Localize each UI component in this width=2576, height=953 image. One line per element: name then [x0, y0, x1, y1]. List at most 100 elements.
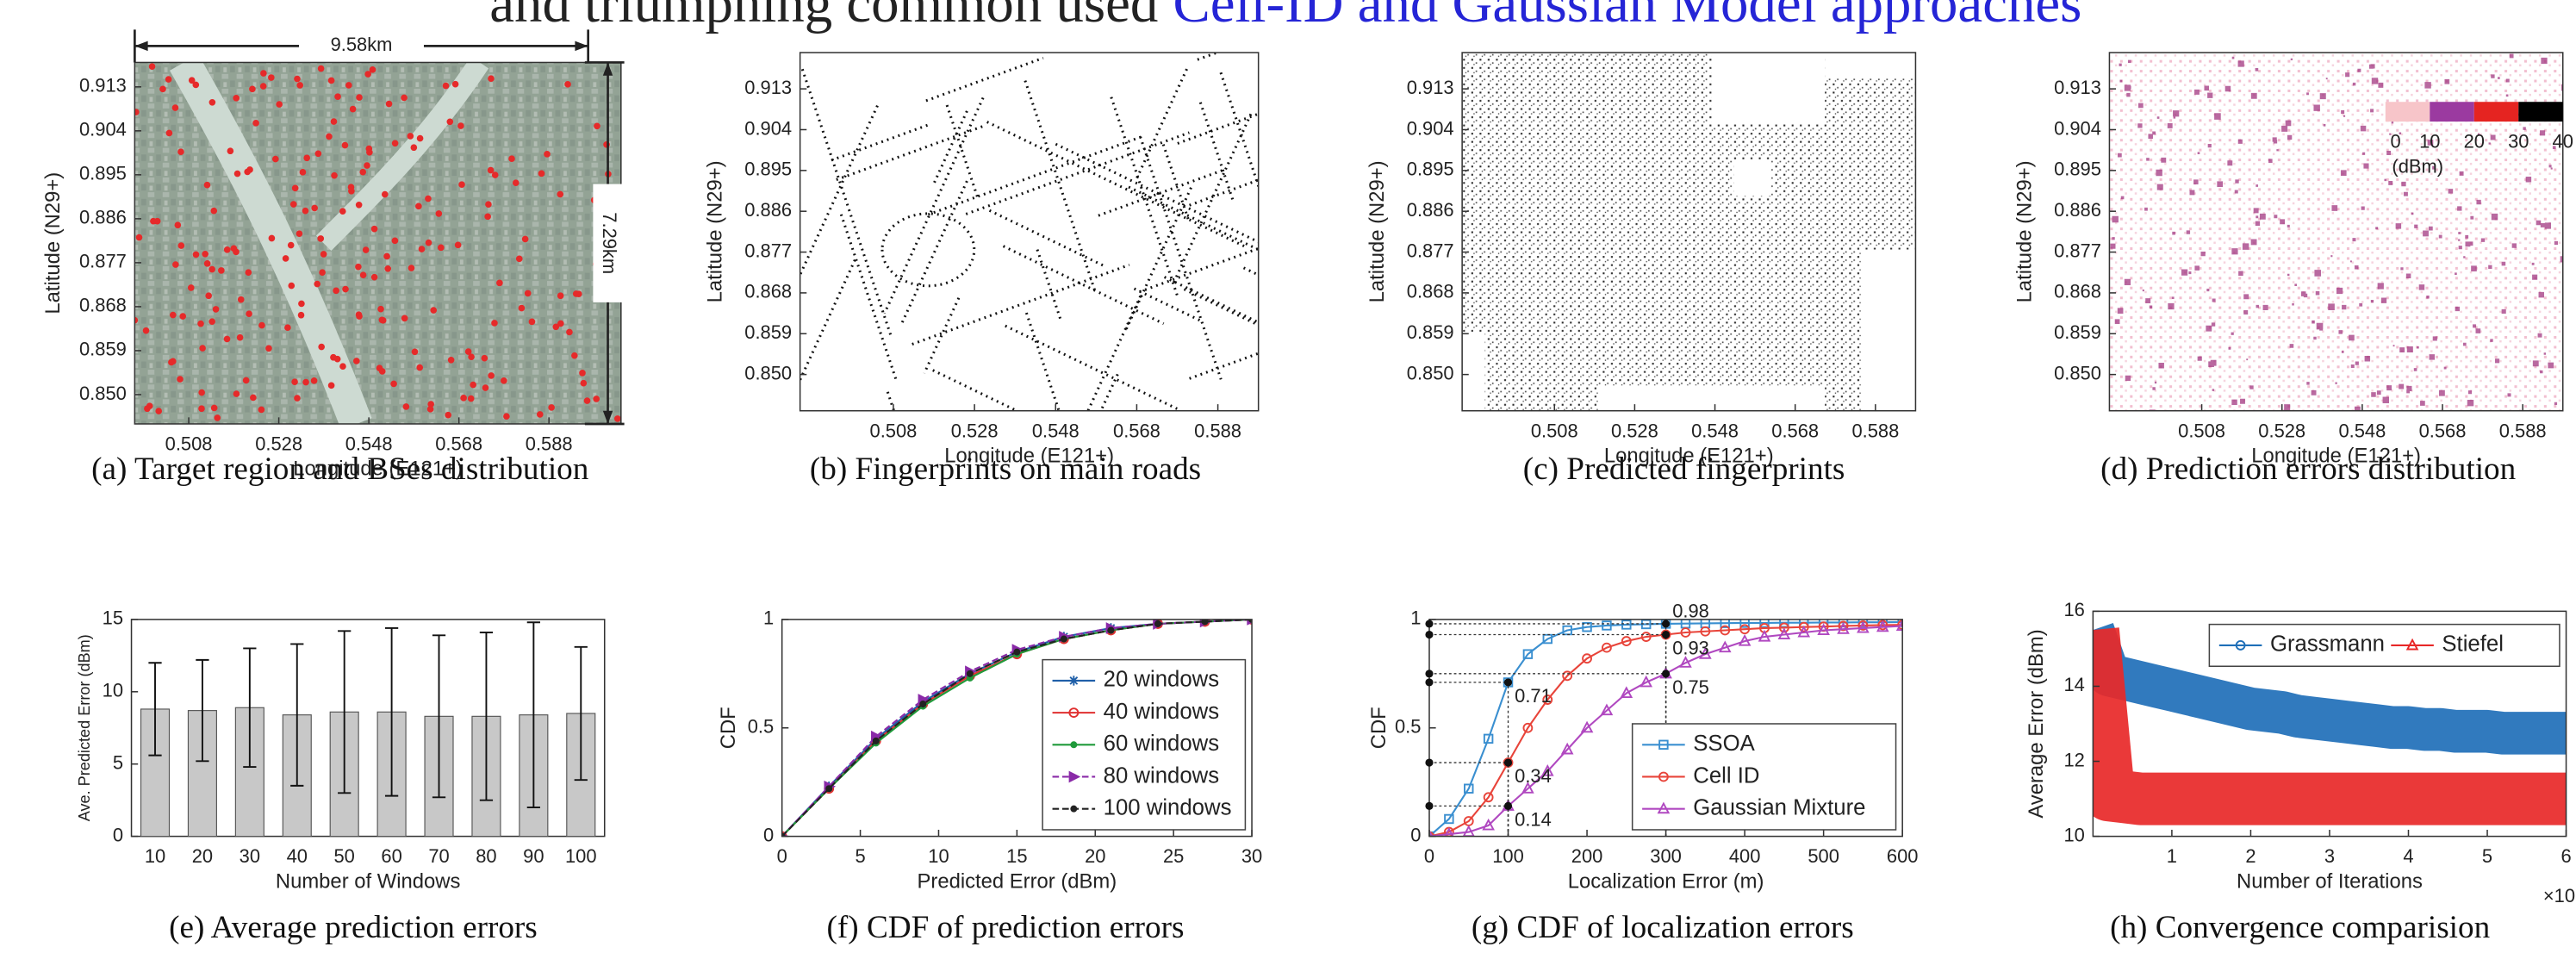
colorbar-tick-label: 0 [2391, 131, 2401, 153]
marker [1837, 622, 1850, 634]
y-tick-label: 0.868 [1407, 281, 1454, 302]
plot-area [2093, 622, 2567, 825]
marker [1640, 675, 1653, 688]
marker [2235, 640, 2246, 651]
error-bar [338, 630, 352, 794]
error-bar [196, 658, 209, 763]
x-tick-label: 0.508 [165, 433, 213, 455]
marker [1739, 619, 1750, 628]
annotation-label: 0.98 [1672, 600, 1709, 621]
annotation-label: 0.34 [1515, 765, 1552, 787]
marker [1068, 770, 1081, 783]
y-tick-label: 0.850 [79, 383, 127, 404]
x-tick-label: 0.528 [951, 420, 999, 441]
x-multiplier: ×10⁴ [2543, 885, 2576, 906]
marker [1068, 676, 1080, 686]
plot-area [1462, 53, 1916, 411]
y-tick-label: 0.5 [748, 716, 774, 738]
marker [1739, 624, 1751, 635]
legend-label: Stiefel [2442, 632, 2504, 657]
legend-label: 60 windows [1104, 732, 1219, 756]
marker [1602, 642, 1612, 653]
plot-area [134, 62, 621, 424]
annotation-axis-dot [1425, 678, 1434, 687]
marker [1720, 625, 1731, 636]
empty-area [1598, 385, 1826, 411]
y-tick-label: 0.904 [1407, 117, 1454, 139]
x-tick-label: 0 [1424, 845, 1434, 867]
marker [1154, 620, 1161, 627]
caption: (g) CDF of localization errors [1472, 910, 1854, 945]
y-axis-label: CDF [717, 707, 740, 749]
marker [1838, 620, 1849, 632]
marker [1444, 826, 1454, 837]
y-tick-label: 0.877 [1407, 240, 1454, 261]
x-tick-label: 30 [240, 845, 260, 867]
marker [1620, 686, 1633, 699]
series-line [781, 619, 1253, 837]
marker [2405, 638, 2419, 651]
colorbar-segment [2518, 102, 2563, 122]
marker [966, 670, 974, 677]
series-line [2093, 622, 2567, 755]
marker [1600, 703, 1614, 716]
marker [1897, 620, 1903, 631]
x-tick-label: 3 [2324, 845, 2335, 867]
x-tick-label: 0.548 [1691, 420, 1739, 441]
y-axis-label: Ave. Predicted Error (dBm) [76, 634, 93, 821]
y-tick-label: 0.877 [79, 251, 127, 272]
marker [1700, 626, 1711, 637]
x-tick-label: 4 [2403, 845, 2413, 867]
y-tick-label: 0.895 [79, 163, 127, 184]
header-text: and triumphing common used [489, 0, 1158, 34]
x-tick-label: 0.548 [2338, 420, 2386, 441]
annotation-dot [1662, 630, 1671, 639]
x-tick-label: 80 [476, 845, 496, 867]
y-tick-label: 0.904 [79, 119, 127, 140]
panel: 10 20 30 40 50 60 70 80 90 100 0 5 10 15 Number of Win… [76, 607, 606, 945]
x-tick-label: 90 [523, 845, 544, 867]
header-highlight: Cell-ID and Gaussian Model approaches [1173, 0, 2081, 34]
caption: (a) Target region and BSes distribution [91, 452, 589, 487]
marker [1797, 625, 1811, 638]
x-tick-label: 40 [287, 845, 308, 867]
x-tick-label: 0.588 [1851, 420, 1899, 441]
empty-area [1462, 332, 1485, 411]
marker [1602, 620, 1612, 631]
legend-label: 80 windows [1104, 763, 1219, 788]
marker [1895, 619, 1903, 631]
x-tick-label: 500 [1808, 845, 1839, 867]
marker [1658, 739, 1669, 751]
colorbar-tick-label: 40 [2553, 131, 2573, 153]
marker [1738, 633, 1752, 646]
x-axis-label: Predicted Error (dBm) [917, 869, 1117, 893]
y-axis-label: Latitude (N29+) [2013, 160, 2036, 302]
y-tick-label: 0.904 [744, 117, 792, 139]
y-tick-label: 0.913 [79, 75, 127, 97]
marker [1679, 656, 1692, 668]
marker [1070, 741, 1078, 749]
marker [1778, 622, 1789, 633]
marker [1522, 649, 1534, 659]
y-tick-label: 5 [113, 752, 123, 774]
caption: (c) Predicted fingerprints [1523, 452, 1845, 487]
marker [1540, 763, 1554, 776]
river [315, 62, 489, 251]
annotation-axis-dot [1425, 620, 1434, 628]
marker [1068, 707, 1080, 719]
y-tick-label: 0.904 [2054, 117, 2101, 139]
marker [1562, 670, 1573, 682]
annotation-axis-dot [1425, 758, 1434, 767]
x-tick-label: 60 [381, 845, 401, 867]
y-axis-label: Latitude (N29+) [1366, 160, 1389, 302]
y-tick-label: 0.886 [79, 207, 127, 228]
x-tick-label: 1 [2167, 845, 2177, 867]
x-tick-label: 0.508 [2178, 420, 2225, 441]
y-tick-label: 0.868 [2054, 281, 2101, 302]
height-label: 7.29km [599, 212, 620, 274]
x-tick-label: 0.588 [2499, 420, 2547, 441]
error-bar [384, 627, 399, 797]
